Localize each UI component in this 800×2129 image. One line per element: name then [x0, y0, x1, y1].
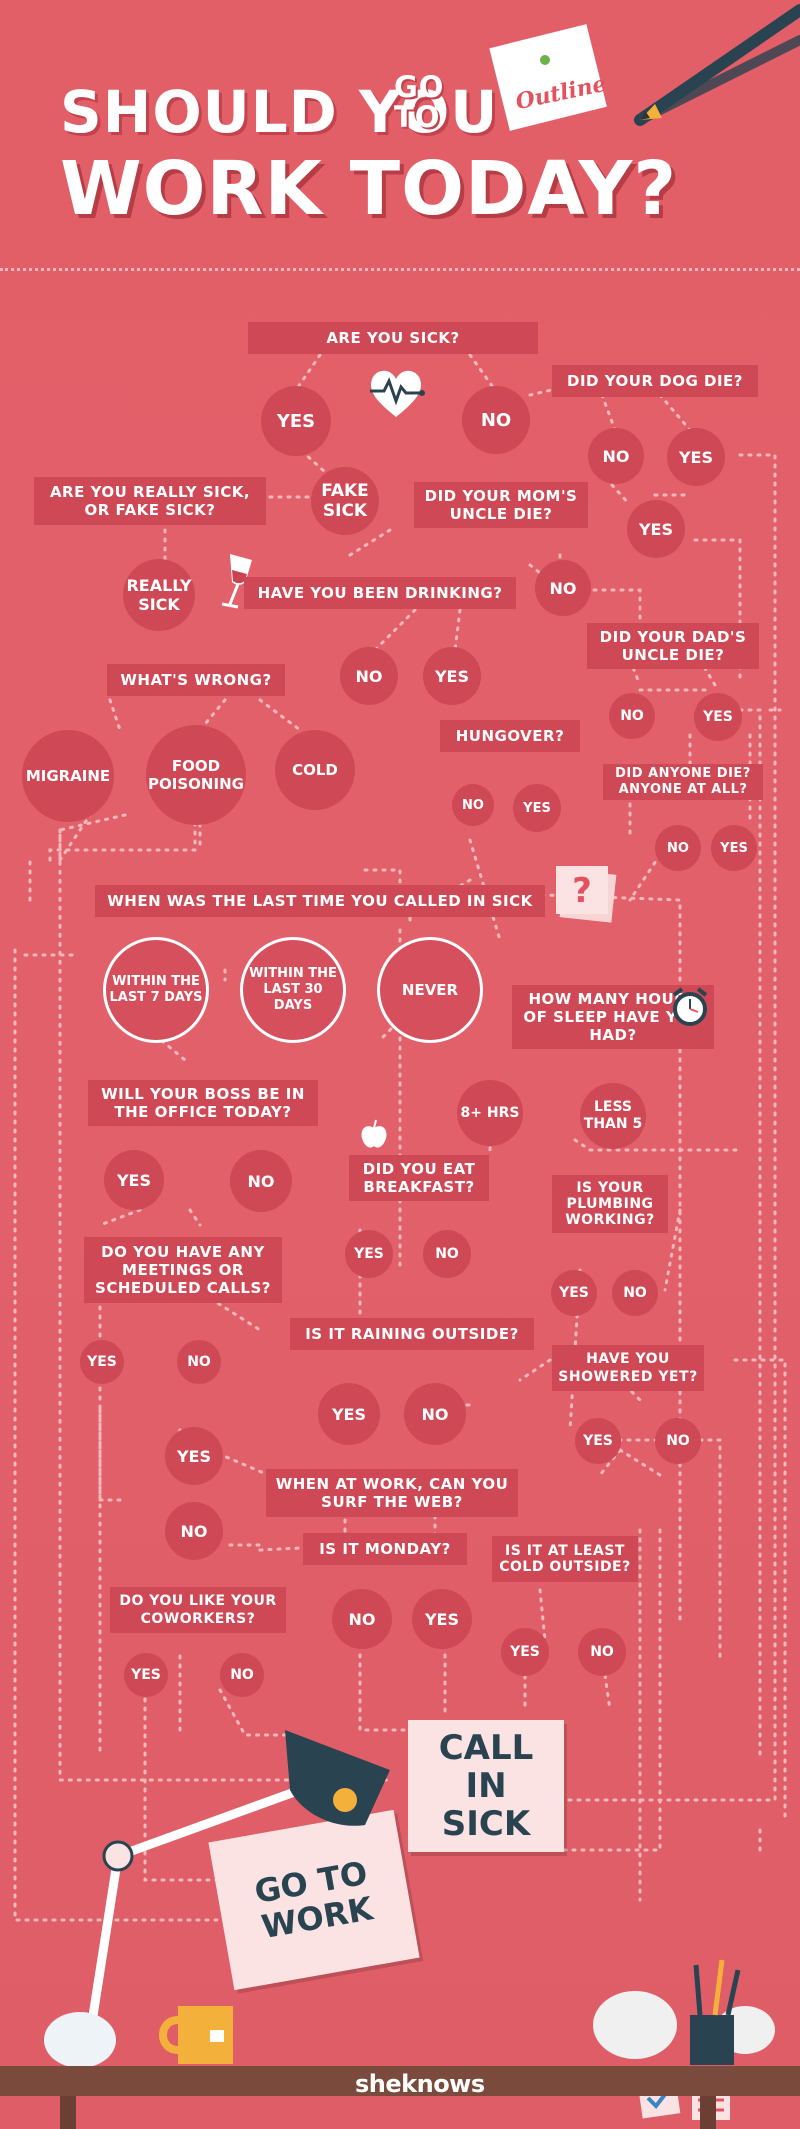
answer-within-30-days: WITHIN THE LAST 30 DAYS [240, 937, 346, 1043]
drink-answer-yes: YES [423, 647, 481, 705]
title-to: TO [394, 100, 441, 134]
node-are-you-sick: ARE YOU SICK? [248, 322, 538, 354]
node-monday: IS IT MONDAY? [303, 1533, 467, 1565]
title-go-to: GO TO [394, 72, 444, 132]
drink-answer-no: NO [340, 647, 398, 705]
sticky-note-icon [489, 24, 607, 131]
dad-answer-no: NO [609, 693, 655, 739]
meet-answer-no: NO [177, 1340, 221, 1384]
node-cold-outside: IS IT AT LEAST COLD OUTSIDE? [492, 1536, 638, 1582]
apple-icon [360, 1118, 388, 1150]
surf-answer-yes: YES [165, 1427, 223, 1485]
outcome-call-in-sick: CALL IN SICK [408, 1720, 564, 1852]
boss-answer-yes: YES [104, 1150, 164, 1210]
node-mom-uncle: DID YOUR MOM'S UNCLE DIE? [414, 482, 588, 528]
node-dog-die: DID YOUR DOG DIE? [552, 365, 758, 397]
title-go: GO [394, 70, 445, 104]
node-whats-wrong: WHAT'S WRONG? [107, 664, 285, 696]
hung-answer-yes: YES [513, 784, 561, 832]
node-meetings: DO YOU HAVE ANY MEETINGS OR SCHEDULED CA… [84, 1237, 282, 1303]
answer-migraine: MIGRAINE [22, 730, 114, 822]
answer-cold: COLD [275, 730, 355, 810]
answer-yes: YES [261, 386, 331, 456]
question-note-icon: ? [552, 862, 620, 926]
node-dad-uncle: DID YOUR DAD'S UNCLE DIE? [587, 623, 759, 669]
rain-answer-no: NO [404, 1383, 466, 1445]
answer-food-poisoning: FOOD POISONING [146, 725, 246, 825]
pl-answer-yes: YES [551, 1270, 597, 1316]
answer-within-7-days: WITHIN THE LAST 7 DAYS [103, 937, 209, 1043]
any-answer-yes: YES [711, 825, 757, 871]
pencil-decoration [489, 4, 800, 131]
brand-logo: sheknows [355, 2070, 485, 2098]
node-coworkers: DO YOU LIKE YOUR COWORKERS? [110, 1587, 286, 1633]
divider [0, 268, 800, 271]
pl-answer-no: NO [612, 1270, 658, 1316]
surf-answer-no: NO [165, 1502, 223, 1560]
answer-never: NEVER [377, 937, 483, 1043]
title-line1: SHOULD YOU [60, 78, 499, 146]
alarm-clock-icon [670, 985, 710, 1029]
co-answer-no: NO [220, 1653, 264, 1697]
node-plumbing: IS YOUR PLUMBING WORKING? [552, 1175, 668, 1233]
cold-answer-no: NO [578, 1628, 626, 1676]
node-hungover: HUNGOVER? [440, 720, 580, 752]
answer-8-hrs: 8+ HRS [457, 1080, 523, 1146]
hung-answer-no: NO [452, 784, 494, 826]
mug-icon [159, 2006, 233, 2064]
node-drinking: HAVE YOU BEEN DRINKING? [244, 577, 516, 609]
node-boss: WILL YOUR BOSS BE IN THE OFFICE TODAY? [88, 1080, 318, 1126]
sh-answer-yes: YES [575, 1418, 621, 1464]
mon-answer-no: NO [332, 1589, 392, 1649]
node-last-time: WHEN WAS THE LAST TIME YOU CALLED IN SIC… [95, 885, 545, 917]
mon-answer-yes: YES [412, 1589, 472, 1649]
pencil-cup-icon [690, 1959, 741, 2065]
crumpled-paper-icon [44, 1991, 775, 2068]
any-answer-no: NO [655, 825, 701, 871]
boss-answer-no: NO [230, 1150, 292, 1212]
rain-answer-yes: YES [318, 1383, 380, 1445]
mom-answer-yes: YES [627, 500, 685, 558]
mom-answer-no: NO [535, 560, 591, 616]
dog-answer-no: NO [588, 428, 644, 484]
dog-answer-yes: YES [667, 428, 725, 486]
node-surf: WHEN AT WORK, CAN YOU SURF THE WEB? [266, 1469, 518, 1517]
title-line2: WORK TODAY? [60, 146, 678, 232]
cold-answer-yes: YES [501, 1628, 549, 1676]
node-breakfast: DID YOU EAT BREAKFAST? [349, 1155, 489, 1201]
node-really-or-fake: ARE YOU REALLY SICK, OR FAKE SICK? [34, 477, 266, 525]
sh-answer-no: NO [655, 1418, 701, 1464]
svg-text:?: ? [572, 871, 592, 911]
co-answer-yes: YES [124, 1653, 168, 1697]
node-showered: HAVE YOU SHOWERED YET? [552, 1345, 704, 1391]
heartbeat-icon [366, 367, 426, 419]
meet-answer-yes: YES [80, 1340, 124, 1384]
answer-less-than-5: LESS THAN 5 [580, 1083, 646, 1149]
desk-surface [0, 2066, 800, 2096]
bf-answer-yes: YES [345, 1230, 393, 1278]
answer-fake-sick: FAKE SICK [311, 467, 379, 535]
dad-answer-yes: YES [694, 693, 742, 741]
node-raining: IS IT RAINING OUTSIDE? [290, 1318, 534, 1350]
answer-really-sick: REALLY SICK [123, 559, 195, 631]
node-anyone-die: DID ANYONE DIE? ANYONE AT ALL? [603, 764, 763, 800]
bf-answer-no: NO [423, 1230, 471, 1278]
answer-no: NO [462, 386, 530, 454]
